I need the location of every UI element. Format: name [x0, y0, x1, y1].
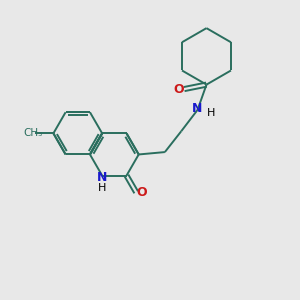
- Text: O: O: [136, 186, 147, 199]
- Text: H: H: [98, 183, 106, 193]
- Text: O: O: [173, 82, 184, 96]
- Text: N: N: [97, 171, 107, 184]
- Text: H: H: [207, 108, 215, 118]
- Text: N: N: [192, 102, 203, 115]
- Text: CH₃: CH₃: [24, 128, 43, 138]
